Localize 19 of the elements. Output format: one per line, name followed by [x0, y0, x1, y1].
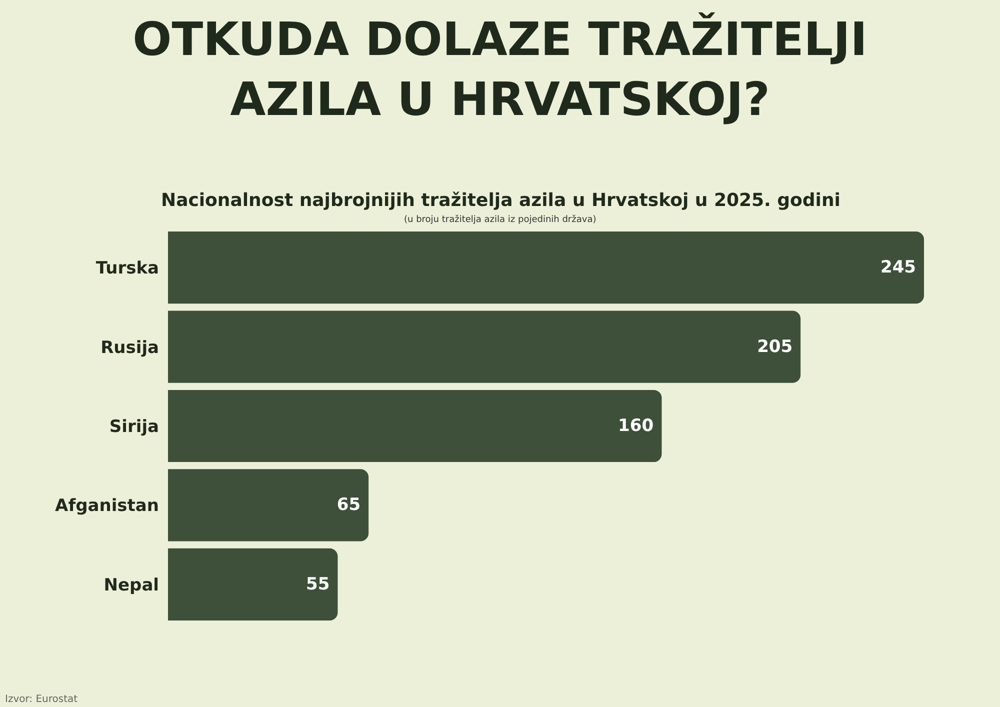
data-label: 205	[757, 336, 793, 357]
text: Izvor: Eurostat	[5, 694, 78, 705]
data-label: 245	[880, 258, 916, 278]
bar	[168, 232, 924, 304]
data-label: 55	[306, 574, 330, 594]
y-tick-label: Rusija	[100, 338, 159, 358]
text: (u broju tražitelja azila iz pojedinih država)	[404, 214, 596, 225]
y-tick-label: Turska	[96, 258, 159, 279]
chart-subtitle: Nacionalnost najbrojnijih tražitelja azila u Hrvatskoj u 2025. godini	[161, 190, 840, 211]
bar	[168, 469, 369, 542]
chart-title: OTKUDA DOLAZE TRAŽITELJI AZILA U HRVATSKOJ?	[132, 12, 868, 126]
y-tick-label: Sirija	[109, 416, 159, 437]
bar	[168, 390, 662, 462]
bar	[168, 310, 801, 383]
data-label: 160	[618, 416, 654, 436]
bar	[168, 548, 338, 620]
y-tick-label: Nepal	[104, 575, 159, 596]
data-label: 65	[336, 495, 361, 516]
y-tick-label: Afganistan	[55, 496, 159, 516]
